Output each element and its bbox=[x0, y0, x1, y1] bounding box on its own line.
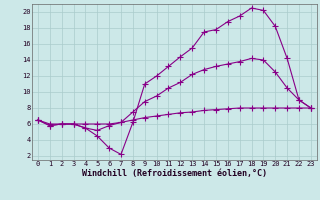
X-axis label: Windchill (Refroidissement éolien,°C): Windchill (Refroidissement éolien,°C) bbox=[82, 169, 267, 178]
